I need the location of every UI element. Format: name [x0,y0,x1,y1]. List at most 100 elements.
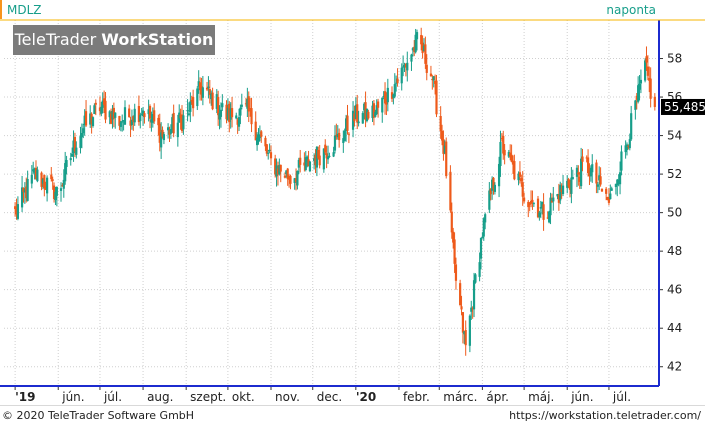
candle-body[interactable] [552,197,555,202]
candle-body[interactable] [169,129,172,134]
candle-body[interactable] [484,214,487,223]
candle-body[interactable] [638,83,641,90]
candle-body[interactable] [517,173,520,181]
candle-body[interactable] [536,198,540,218]
candle-body[interactable] [150,119,153,123]
candle-body[interactable] [308,161,312,172]
candle-body[interactable] [520,178,523,182]
candle-body[interactable] [383,91,387,104]
candle-body[interactable] [343,130,346,141]
candle-body[interactable] [414,34,417,53]
candle-body[interactable] [557,194,560,203]
candle-body[interactable] [571,177,574,180]
candle-body[interactable] [513,161,516,180]
candle-body[interactable] [548,211,551,223]
candle-body[interactable] [249,108,252,110]
candle-body[interactable] [367,111,370,119]
candle-body[interactable] [450,211,453,233]
candle-body[interactable] [468,315,471,346]
candle-body[interactable] [246,99,249,109]
candle-body[interactable] [453,239,456,264]
candle-body[interactable] [460,306,463,310]
candle-body[interactable] [527,201,530,208]
candle-body[interactable] [559,185,562,201]
candle-body[interactable] [403,65,406,68]
candle-body[interactable] [33,168,36,173]
candle-body[interactable] [257,134,260,143]
candle-body[interactable] [101,100,104,108]
candle-body[interactable] [218,113,221,120]
candle-body[interactable] [424,44,427,64]
candle-body[interactable] [440,130,444,141]
candle-body[interactable] [471,308,474,310]
candle-body[interactable] [197,81,200,87]
candle-body[interactable] [375,105,378,115]
candle-body[interactable] [580,158,583,187]
candle-body[interactable] [34,167,38,179]
candle-body[interactable] [445,141,448,177]
candle-body[interactable] [489,188,492,195]
candle-body[interactable] [44,186,47,190]
candle-body[interactable] [108,111,111,118]
candle-body[interactable] [410,54,413,62]
candle-body[interactable] [386,87,389,103]
candle-body[interactable] [100,106,103,114]
candle-body[interactable] [346,115,349,131]
candle-body[interactable] [279,164,282,172]
candle-body[interactable] [482,218,485,237]
candle-body[interactable] [313,158,316,161]
candle-body[interactable] [297,159,300,168]
candle-body[interactable] [296,170,299,186]
candle-body[interactable] [94,102,97,105]
candle-body[interactable] [269,152,273,159]
candle-body[interactable] [488,190,491,210]
candle-body[interactable] [463,331,466,335]
candle-body[interactable] [374,111,377,117]
candle-body[interactable] [449,171,452,211]
candle-body[interactable] [118,115,121,126]
candle-body[interactable] [157,117,160,126]
candle-body[interactable] [61,185,64,187]
candle-body[interactable] [529,200,533,204]
candle-body[interactable] [499,141,502,167]
candle-body[interactable] [268,149,271,152]
candle-body[interactable] [625,144,629,151]
candle-body[interactable] [198,82,202,91]
candle-body[interactable] [196,88,199,107]
candle-body[interactable] [147,109,150,115]
candle-body[interactable] [14,206,17,210]
candle-body[interactable] [20,187,24,208]
candle-body[interactable] [556,194,559,197]
period-label[interactable]: naponta [606,3,656,17]
candle-body[interactable] [89,113,92,125]
candle-body[interactable] [46,177,49,194]
website-link[interactable]: https://workstation.teletrader.com/ [509,409,701,422]
candle-body[interactable] [208,89,211,95]
candle-body[interactable] [93,105,96,115]
candle-body[interactable] [65,160,68,167]
candle-body[interactable] [178,112,181,123]
candle-body[interactable] [75,147,78,155]
candle-body[interactable] [121,121,124,123]
candle-body[interactable] [324,144,327,153]
candle-body[interactable] [589,167,592,177]
candle-body[interactable] [186,110,189,112]
candle-body[interactable] [335,134,338,136]
candle-body[interactable] [221,103,224,108]
candle-body[interactable] [336,133,339,138]
candle-body[interactable] [303,162,306,166]
candle-body[interactable] [103,98,106,105]
candle-body[interactable] [538,212,541,217]
candle-body[interactable] [255,137,259,146]
candle-body[interactable] [392,94,395,98]
candle-body[interactable] [137,106,140,123]
candle-body[interactable] [422,45,426,51]
candle-body[interactable] [23,189,26,193]
candle-body[interactable] [317,150,320,159]
candle-body[interactable] [549,197,552,216]
candle-body[interactable] [307,159,310,167]
candle-body[interactable] [211,92,214,110]
candle-body[interactable] [52,185,56,199]
candle-body[interactable] [210,93,213,100]
candle-body[interactable] [161,129,164,137]
